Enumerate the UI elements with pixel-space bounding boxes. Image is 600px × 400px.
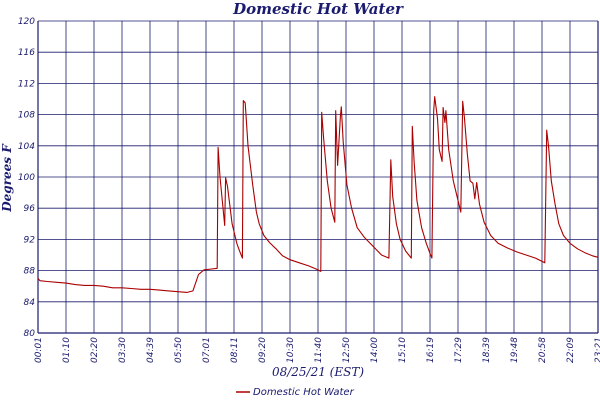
y-tick-label: 104: [18, 142, 35, 152]
x-tick-label: 03:30: [118, 337, 128, 363]
x-tick-labels: 00:01 01:10 02:20 03:30 04:39 05:50 07:01 08:11…: [34, 337, 600, 363]
x-tick-label: 23:21: [594, 337, 600, 363]
x-tick-label: 04:39: [146, 337, 156, 363]
x-tick-label: 17:29: [454, 337, 464, 363]
y-tick-label: 120: [18, 17, 35, 27]
y-tick-label: 84: [24, 298, 36, 308]
x-tick-label: 01:10: [62, 337, 72, 363]
x-tick-label: 12:50: [342, 337, 352, 363]
x-tick-label: 22:09: [566, 337, 576, 363]
x-tick-label: 20:58: [538, 337, 548, 363]
y-tick-label: 116: [18, 48, 35, 58]
y-tick-label: 108: [18, 111, 35, 121]
grid: [37, 20, 599, 334]
x-tick-label: 18:39: [482, 337, 492, 363]
y-tick-label: 112: [18, 79, 35, 89]
series-line: [37, 96, 599, 293]
y-tick-label: 88: [24, 267, 36, 277]
x-tick-label: 10:30: [286, 337, 296, 363]
x-tick-label: 02:20: [90, 337, 100, 363]
x-tick-label: 15:10: [398, 337, 408, 363]
x-tick-label: 07:01: [202, 337, 212, 363]
x-tick-label: 14:00: [370, 337, 380, 363]
y-tick-label: 80: [24, 329, 36, 339]
y-tick-label: 100: [18, 173, 35, 183]
legend-label: Domestic Hot Water: [253, 387, 355, 398]
chart-title: Domestic Hot Water: [232, 0, 404, 18]
x-tick-label: 08:11: [230, 337, 240, 363]
x-tick-label: 19:48: [510, 337, 520, 363]
y-axis-label: Degrees F: [0, 143, 14, 213]
y-tick-label: 92: [24, 235, 36, 245]
y-tick-labels: 80 84 88 92 96 100 104 108 112 116 120: [18, 17, 35, 339]
x-tick-label: 09:20: [258, 337, 268, 363]
x-tick-label: 00:01: [34, 337, 44, 363]
x-tick-label: 16:19: [426, 337, 436, 363]
series-layer: [37, 96, 599, 293]
x-axis-label: 08/25/21 (EST): [272, 365, 364, 379]
x-tick-label: 05:50: [174, 337, 184, 363]
legend: Domestic Hot Water: [236, 387, 355, 398]
x-tick-label: 11:40: [314, 337, 324, 363]
y-tick-label: 96: [24, 204, 36, 214]
